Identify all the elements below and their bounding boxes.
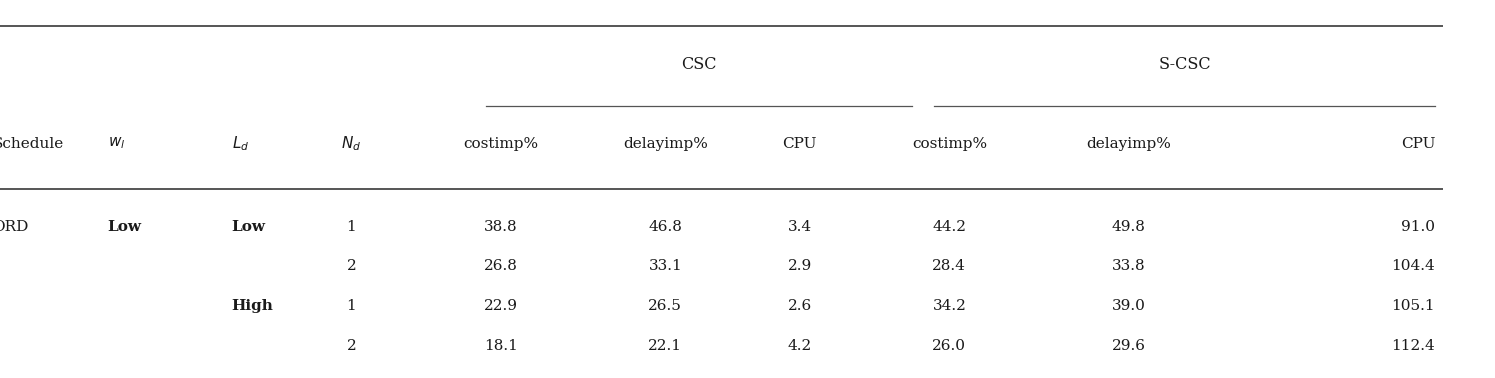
Text: CPU: CPU	[782, 136, 818, 151]
Text: 104.4: 104.4	[1392, 259, 1435, 274]
Text: 26.8: 26.8	[484, 259, 517, 274]
Text: 26.5: 26.5	[649, 299, 682, 313]
Text: 3.4: 3.4	[788, 220, 812, 234]
Text: 1: 1	[347, 299, 356, 313]
Text: delayimp%: delayimp%	[623, 136, 707, 151]
Text: 2.9: 2.9	[788, 259, 812, 274]
Text: 2: 2	[347, 259, 356, 274]
Text: delayimp%: delayimp%	[1087, 136, 1171, 151]
Text: $N_d$: $N_d$	[341, 134, 362, 153]
Text: 2.6: 2.6	[788, 299, 812, 313]
Text: 4.2: 4.2	[788, 339, 812, 353]
Text: 28.4: 28.4	[933, 259, 966, 274]
Text: costimp%: costimp%	[912, 136, 987, 151]
Text: 38.8: 38.8	[484, 220, 517, 234]
Text: 22.9: 22.9	[484, 299, 517, 313]
Text: 46.8: 46.8	[649, 220, 682, 234]
Text: $w_l$: $w_l$	[108, 136, 126, 152]
Text: 29.6: 29.6	[1112, 339, 1145, 353]
Text: 1: 1	[347, 220, 356, 234]
Text: S-CSC: S-CSC	[1159, 56, 1211, 73]
Text: 33.1: 33.1	[649, 259, 682, 274]
Text: 91.0: 91.0	[1401, 220, 1435, 234]
Text: costimp%: costimp%	[463, 136, 538, 151]
Text: CSC: CSC	[682, 56, 716, 73]
Text: 44.2: 44.2	[933, 220, 966, 234]
Text: $L_d$: $L_d$	[232, 134, 250, 153]
Text: Schedule: Schedule	[0, 136, 64, 151]
Text: 18.1: 18.1	[484, 339, 517, 353]
Text: 34.2: 34.2	[933, 299, 966, 313]
Text: ORD: ORD	[0, 220, 28, 234]
Text: 2: 2	[347, 339, 356, 353]
Text: Low: Low	[108, 220, 142, 234]
Text: CPU: CPU	[1401, 136, 1435, 151]
Text: 105.1: 105.1	[1392, 299, 1435, 313]
Text: 26.0: 26.0	[933, 339, 966, 353]
Text: 22.1: 22.1	[649, 339, 682, 353]
Text: 112.4: 112.4	[1392, 339, 1435, 353]
Text: Low: Low	[232, 220, 266, 234]
Text: 49.8: 49.8	[1112, 220, 1145, 234]
Text: 33.8: 33.8	[1112, 259, 1145, 274]
Text: High: High	[232, 299, 274, 313]
Text: 39.0: 39.0	[1112, 299, 1145, 313]
